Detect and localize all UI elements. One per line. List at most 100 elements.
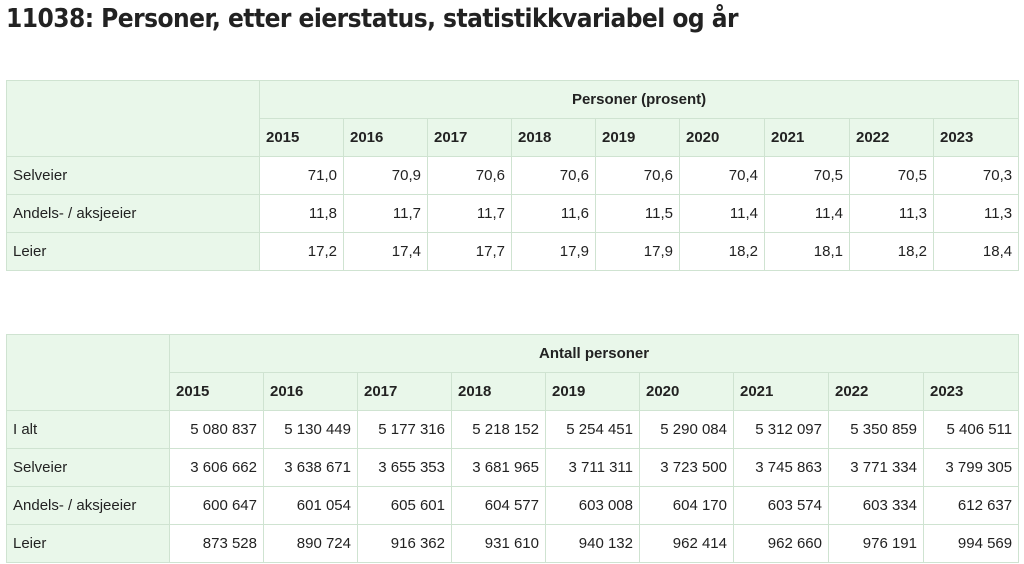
value-cell: 605 601 <box>357 486 452 525</box>
year-header: 2018 <box>451 372 546 411</box>
row-label: Andels- / aksjeeier <box>6 194 260 233</box>
year-header: 2020 <box>679 118 765 157</box>
row-label: Leier <box>6 232 260 271</box>
value-cell: 603 008 <box>545 486 640 525</box>
value-cell: 3 711 311 <box>545 448 640 487</box>
value-cell: 17,9 <box>511 232 596 271</box>
value-cell: 916 362 <box>357 524 452 563</box>
value-cell: 5 312 097 <box>733 410 829 449</box>
value-cell: 17,9 <box>595 232 680 271</box>
value-cell: 70,6 <box>595 156 680 195</box>
year-header: 2015 <box>259 118 344 157</box>
value-cell: 3 723 500 <box>639 448 734 487</box>
table-row: I alt 5 080 837 5 130 449 5 177 316 5 218 15… <box>6 410 1020 449</box>
value-cell: 962 660 <box>733 524 829 563</box>
value-cell: 3 606 662 <box>169 448 264 487</box>
value-cell: 603 574 <box>733 486 829 525</box>
row-label: I alt <box>6 410 170 449</box>
value-cell: 5 177 316 <box>357 410 452 449</box>
year-header: 2022 <box>849 118 934 157</box>
year-header: 2021 <box>764 118 850 157</box>
value-cell: 603 334 <box>828 486 924 525</box>
table-row: Selveier 3 606 662 3 638 671 3 655 353 3 681… <box>6 448 1020 487</box>
year-header: 2021 <box>733 372 829 411</box>
table-row: Selveier 71,0 70,9 70,6 70,6 70,6 70,4 70,5 70,5… <box>6 156 1020 195</box>
table-row: Leier 873 528 890 724 916 362 931 610 940 132… <box>6 524 1020 563</box>
value-cell: 70,5 <box>849 156 934 195</box>
value-cell: 873 528 <box>169 524 264 563</box>
count-table: Antall personer 2015 2016 2017 2018 2019 2020 2… <box>6 334 1020 563</box>
value-cell: 18,4 <box>932 232 1020 271</box>
page-title: 11038: Personer, etter eierstatus, stati… <box>6 4 739 34</box>
row-label: Selveier <box>6 156 260 195</box>
value-cell: 5 406 511 <box>922 410 1020 449</box>
value-cell: 600 647 <box>169 486 264 525</box>
year-header: 2022 <box>828 372 924 411</box>
value-cell: 940 132 <box>545 524 640 563</box>
percent-table: Personer (prosent) 2015 2016 2017 2018 2019 20… <box>6 80 1020 271</box>
value-cell: 11,5 <box>595 194 680 233</box>
group-header: Antall personer <box>168 334 1020 373</box>
value-cell: 5 218 152 <box>451 410 546 449</box>
group-header: Personer (prosent) <box>258 80 1020 119</box>
value-cell: 70,6 <box>511 156 596 195</box>
corner-cell <box>6 334 170 411</box>
value-cell: 17,2 <box>259 232 344 271</box>
value-cell: 11,7 <box>343 194 428 233</box>
value-cell: 11,7 <box>427 194 512 233</box>
year-header: 2017 <box>357 372 452 411</box>
value-cell: 601 054 <box>263 486 358 525</box>
value-cell: 70,3 <box>932 156 1020 195</box>
value-cell: 11,6 <box>511 194 596 233</box>
value-cell: 5 350 859 <box>828 410 924 449</box>
value-cell: 18,1 <box>764 232 850 271</box>
value-cell: 11,4 <box>764 194 850 233</box>
value-cell: 5 290 084 <box>639 410 734 449</box>
value-cell: 11,8 <box>259 194 344 233</box>
value-cell: 3 745 863 <box>733 448 829 487</box>
row-label: Selveier <box>6 448 170 487</box>
value-cell: 5 080 837 <box>169 410 264 449</box>
value-cell: 3 655 353 <box>357 448 452 487</box>
value-cell: 3 771 334 <box>828 448 924 487</box>
year-header: 2016 <box>263 372 358 411</box>
table-row: Leier 17,2 17,4 17,7 17,9 17,9 18,2 18,1 18,2 18,… <box>6 232 1020 271</box>
year-header: 2015 <box>169 372 264 411</box>
value-cell: 70,9 <box>343 156 428 195</box>
value-cell: 70,5 <box>764 156 850 195</box>
row-label: Leier <box>6 524 170 563</box>
value-cell: 18,2 <box>679 232 765 271</box>
row-label: Andels- / aksjeeier <box>6 486 170 525</box>
value-cell: 3 799 305 <box>922 448 1020 487</box>
value-cell: 70,6 <box>427 156 512 195</box>
value-cell: 17,7 <box>427 232 512 271</box>
value-cell: 612 637 <box>922 486 1020 525</box>
value-cell: 11,3 <box>849 194 934 233</box>
value-cell: 604 577 <box>451 486 546 525</box>
value-cell: 994 569 <box>922 524 1020 563</box>
value-cell: 5 130 449 <box>263 410 358 449</box>
year-header: 2018 <box>511 118 596 157</box>
year-header: 2019 <box>595 118 680 157</box>
year-header: 2023 <box>932 118 1020 157</box>
year-header: 2023 <box>922 372 1020 411</box>
value-cell: 11,4 <box>679 194 765 233</box>
value-cell: 11,3 <box>932 194 1020 233</box>
year-header: 2019 <box>545 372 640 411</box>
year-header: 2020 <box>639 372 734 411</box>
value-cell: 71,0 <box>259 156 344 195</box>
year-header: 2017 <box>427 118 512 157</box>
value-cell: 604 170 <box>639 486 734 525</box>
value-cell: 18,2 <box>849 232 934 271</box>
table-row: Andels- / aksjeeier 600 647 601 054 605 601… <box>6 486 1020 525</box>
value-cell: 976 191 <box>828 524 924 563</box>
value-cell: 3 681 965 <box>451 448 546 487</box>
table-row: Andels- / aksjeeier 11,8 11,7 11,7 11,6 11,5 1… <box>6 194 1020 233</box>
value-cell: 962 414 <box>639 524 734 563</box>
value-cell: 890 724 <box>263 524 358 563</box>
value-cell: 5 254 451 <box>545 410 640 449</box>
year-header: 2016 <box>343 118 428 157</box>
value-cell: 17,4 <box>343 232 428 271</box>
value-cell: 3 638 671 <box>263 448 358 487</box>
value-cell: 70,4 <box>679 156 765 195</box>
